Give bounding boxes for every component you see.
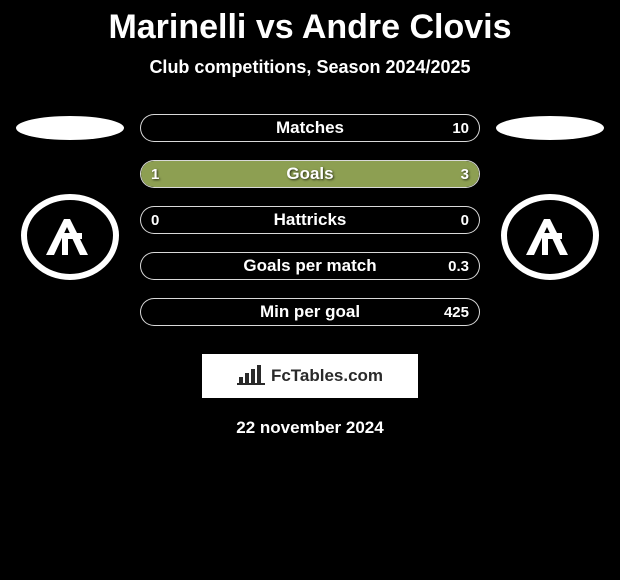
page-subtitle: Club competitions, Season 2024/2025 [0, 57, 620, 78]
player-photo-placeholder-left [16, 116, 124, 140]
club-badge-left-monogram [40, 215, 100, 259]
right-player-col [490, 114, 610, 280]
stat-bar-goals-per-match: Goals per match 0.3 [140, 252, 480, 280]
club-badge-left [21, 194, 119, 280]
stat-label: Min per goal [141, 299, 479, 325]
source-attribution: FcTables.com [202, 354, 418, 398]
club-badge-right-monogram [520, 215, 580, 259]
stat-right-value: 0 [451, 207, 479, 233]
left-player-col [10, 114, 130, 280]
stat-right-value: 425 [434, 299, 479, 325]
source-text: FcTables.com [271, 366, 383, 386]
main-row: Matches 10 1 Goals 3 0 Hattricks 0 [0, 114, 620, 326]
comparison-card: Marinelli vs Andre Clovis Club competiti… [0, 0, 620, 438]
bar-chart-icon [237, 363, 265, 390]
stat-bar-goals: 1 Goals 3 [140, 160, 480, 188]
club-badge-right [501, 194, 599, 280]
stat-label: Matches [141, 115, 479, 141]
stats-column: Matches 10 1 Goals 3 0 Hattricks 0 [130, 114, 490, 326]
stat-bar-min-per-goal: Min per goal 425 [140, 298, 480, 326]
stat-label: Hattricks [141, 207, 479, 233]
player-photo-placeholder-right [496, 116, 604, 140]
stat-label: Goals [141, 161, 479, 187]
page-title: Marinelli vs Andre Clovis [0, 8, 620, 47]
stat-bar-hattricks: 0 Hattricks 0 [140, 206, 480, 234]
stat-right-value: 0.3 [438, 253, 479, 279]
stat-right-value: 3 [451, 161, 479, 187]
stat-label: Goals per match [141, 253, 479, 279]
stat-right-value: 10 [442, 115, 479, 141]
stat-bar-matches: Matches 10 [140, 114, 480, 142]
date-line: 22 november 2024 [0, 418, 620, 438]
